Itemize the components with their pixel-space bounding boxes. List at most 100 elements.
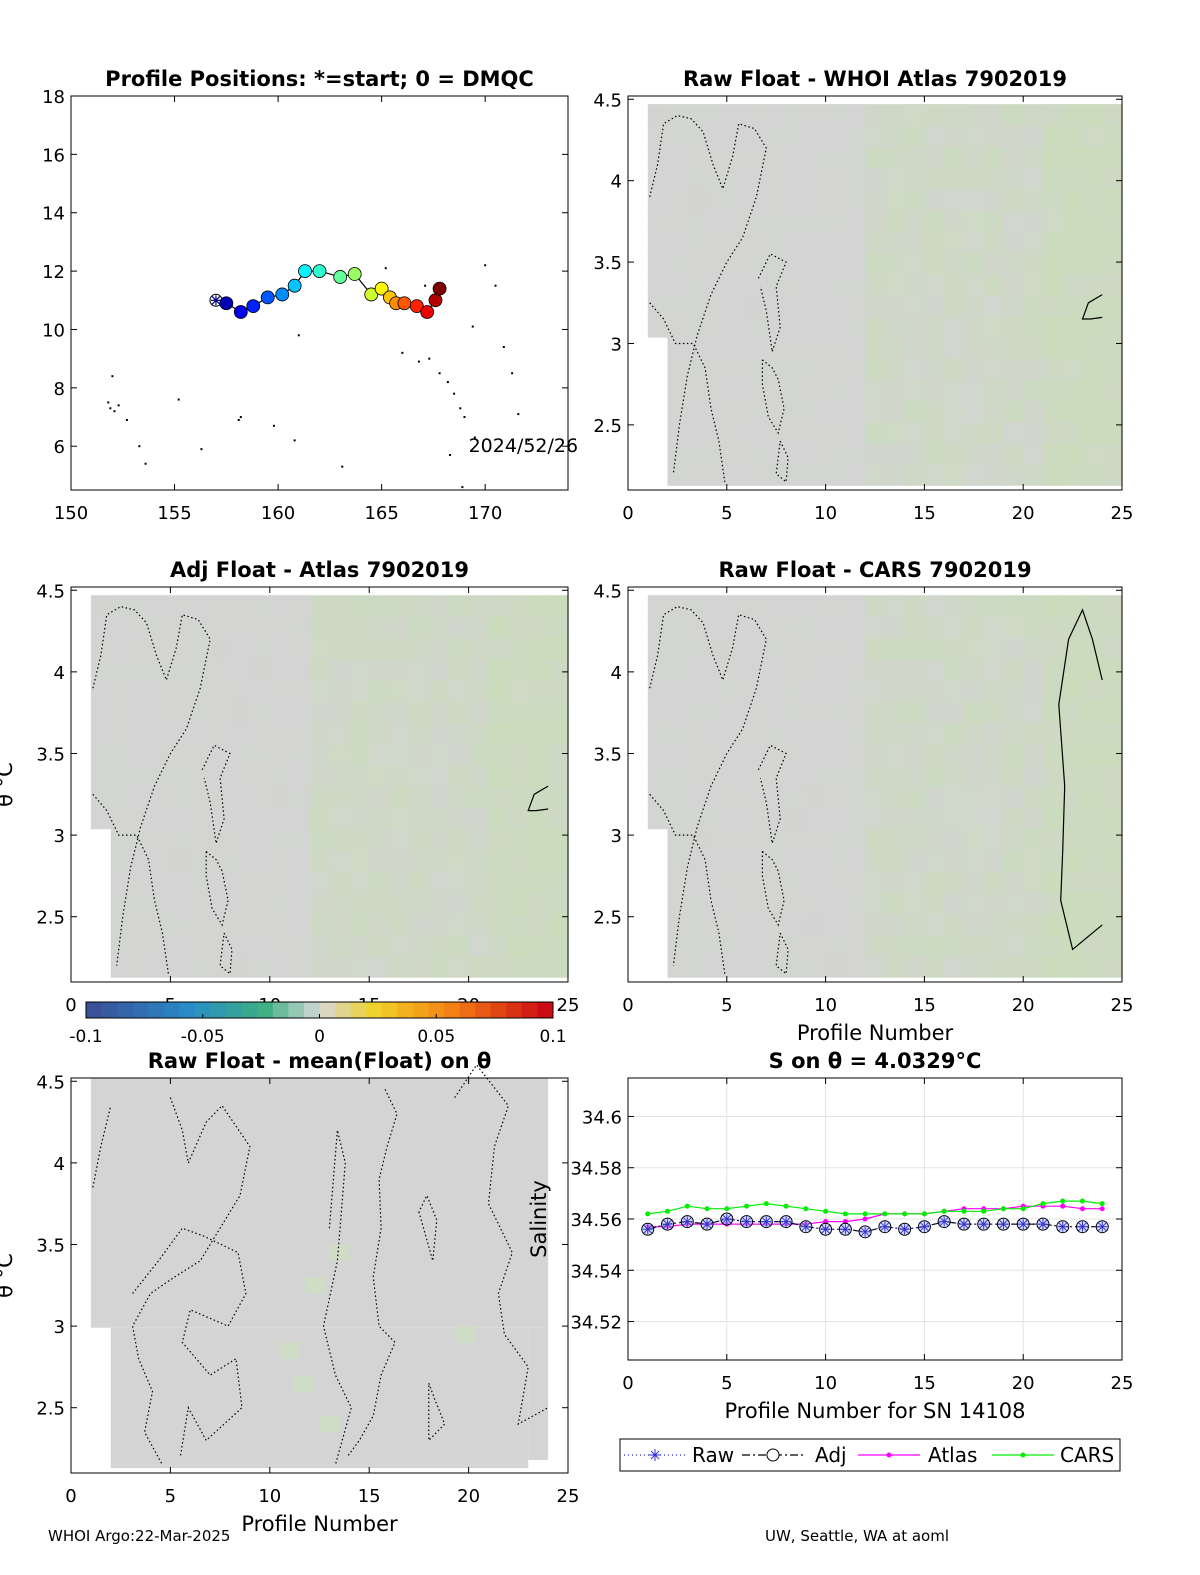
colorbar-cell [132,1002,149,1018]
field-cell [865,442,886,465]
field-cell [448,786,470,808]
field-cell [726,637,748,660]
asterisk-stroke [880,1222,890,1232]
field-cell [110,616,132,639]
field-cell [329,595,350,617]
field-cell [1003,442,1024,465]
field-cell [249,658,271,681]
field-cell [904,210,925,232]
y-tick-label: 4 [611,663,622,684]
field-cell [389,764,410,787]
field-cell [825,616,846,639]
field-cell [269,764,291,787]
field-cell [944,210,965,232]
field-cell [1062,125,1084,148]
field-cell [448,955,470,978]
field-cell [924,231,945,253]
field-cell [825,337,846,359]
field-cell [786,616,807,639]
field-cell [468,955,490,978]
field-cell [805,125,827,148]
field-cell [647,315,669,338]
field-cell [1003,167,1024,190]
x-tick-label: 25 [1111,503,1134,524]
field-cell [110,658,132,681]
field-cell [825,680,846,702]
field-cell [369,616,390,639]
field-cell [1043,595,1064,617]
field-cell [249,807,271,830]
field-cell [983,892,1005,914]
legend-marker [1020,1452,1026,1458]
field-cell [1062,464,1084,486]
field-cell [230,892,251,914]
coastline-dot [527,439,530,442]
field-cell [349,828,370,851]
data-point [763,1201,769,1207]
field-cell [249,637,271,660]
field-cell [508,934,529,957]
field-cell [647,595,669,617]
colorbar-cell [319,1002,336,1018]
field-cell [904,379,925,402]
field-cell [963,358,985,380]
field-cell [1003,315,1024,338]
field-cell [1043,400,1064,423]
field-cell [786,294,807,317]
field-cell [825,934,846,957]
field-cell [389,828,410,851]
field-cell [687,231,708,253]
field-cell [963,658,985,681]
field-cell [667,421,688,444]
field-cell [1082,125,1103,148]
field-cell [1023,807,1044,830]
field-cell [845,231,866,253]
field-cell [110,743,132,766]
field-cell [150,595,171,617]
field-cell [1023,379,1044,402]
field-cell [647,680,669,702]
field-cell [1043,464,1064,486]
data-point [1000,1206,1006,1212]
x-axis-label: Profile Number [797,1021,954,1045]
field-cell [1003,210,1024,232]
field-cell [746,252,767,275]
field-cell [647,273,669,296]
data-point [842,1219,848,1225]
field-cell [110,934,132,957]
field-cell [805,807,827,830]
field-cell [230,616,251,639]
field-cell [508,786,529,808]
field-cell [1102,807,1123,830]
field-cell [845,379,866,402]
field-cell [488,701,509,724]
field-cell [687,680,708,702]
field-cell [924,125,945,148]
field-cell [190,786,211,808]
field-cell [726,722,748,745]
field-cell [369,680,390,702]
field-cell [983,637,1005,660]
field-cell [548,616,569,639]
field-cell [944,722,965,745]
x-tick-label: 5 [721,995,732,1016]
field-cell [1082,167,1103,190]
field-cell [726,400,748,423]
field-cell [944,252,965,275]
field-cell [1003,104,1024,126]
field-cell [468,701,490,724]
field-cell [667,764,688,787]
field-cell [786,231,807,253]
field-cell [1062,807,1084,830]
field-cell [309,743,331,766]
data-point [978,1219,989,1230]
field-cell [786,743,807,766]
field-cell [707,913,728,936]
field-cell [1043,337,1064,359]
field-cell [1043,358,1064,380]
colorbar-cell [444,1002,461,1018]
field-cell [369,743,390,766]
field-cell [963,231,985,253]
field-cell [667,701,688,724]
asterisk-stroke [1038,1219,1048,1229]
